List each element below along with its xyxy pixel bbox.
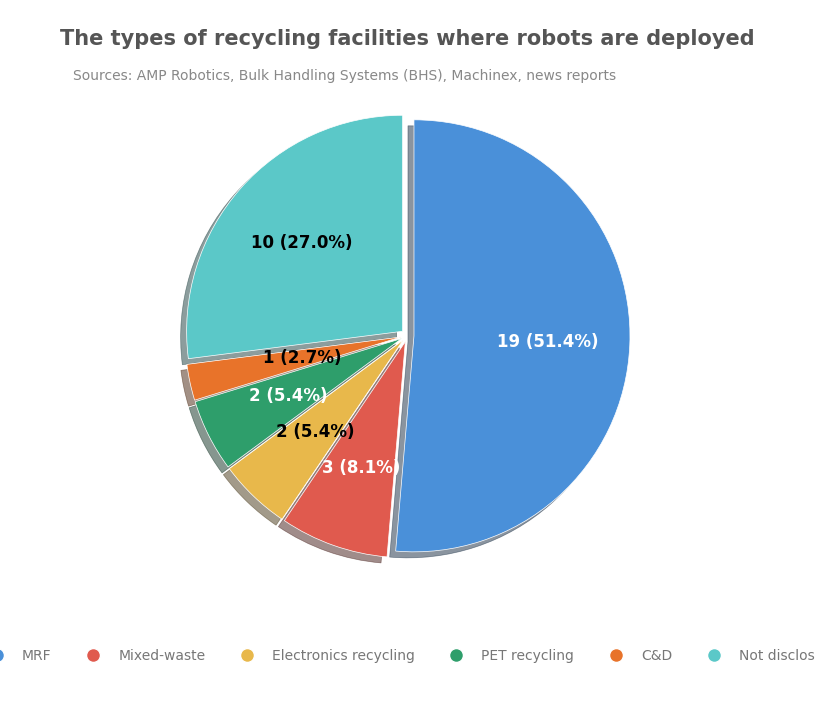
Text: 2 (5.4%): 2 (5.4%) bbox=[275, 423, 354, 441]
Text: Sources: AMP Robotics, Bulk Handling Systems (BHS), Machinex, news reports: Sources: AMP Robotics, Bulk Handling Sys… bbox=[73, 69, 616, 82]
Text: 2 (5.4%): 2 (5.4%) bbox=[249, 387, 327, 405]
Legend: MRF, Mixed-waste, Electronics recycling, PET recycling, C&D, Not disclosed: MRF, Mixed-waste, Electronics recycling,… bbox=[0, 644, 815, 669]
Text: 10 (27.0%): 10 (27.0%) bbox=[251, 234, 353, 252]
Text: 19 (51.4%): 19 (51.4%) bbox=[497, 333, 598, 350]
Wedge shape bbox=[187, 337, 401, 400]
Wedge shape bbox=[229, 340, 403, 519]
Text: The types of recycling facilities where robots are deployed: The types of recycling facilities where … bbox=[60, 29, 755, 49]
Text: 1 (2.7%): 1 (2.7%) bbox=[262, 349, 341, 367]
Wedge shape bbox=[395, 120, 630, 552]
Wedge shape bbox=[187, 116, 403, 359]
Wedge shape bbox=[284, 342, 405, 557]
Text: 3 (8.1%): 3 (8.1%) bbox=[322, 459, 400, 477]
Wedge shape bbox=[195, 339, 402, 467]
